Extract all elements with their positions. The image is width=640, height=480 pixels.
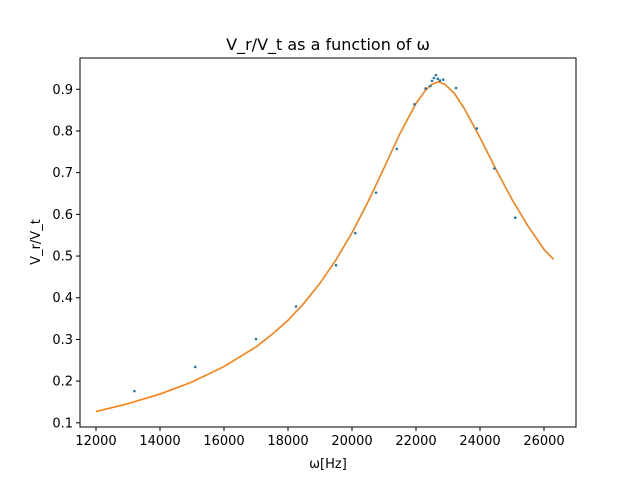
data-point <box>454 86 458 90</box>
x-tick-label: 16000 <box>203 434 244 449</box>
data-point <box>133 389 136 393</box>
axis-ticks: 12000 14000 16000 18000 20000 22000 24000 26000… <box>52 83 564 449</box>
data-point <box>254 337 258 341</box>
x-tick-label: 14000 <box>139 434 180 449</box>
data-point <box>429 84 432 88</box>
data-point <box>475 127 479 130</box>
y-tick-label: 0.5 <box>52 250 73 265</box>
data-point <box>413 102 416 106</box>
y-axis-label: V_r/V_t <box>29 219 44 265</box>
x-tick-label: 12000 <box>75 434 116 449</box>
data-point <box>395 147 399 151</box>
data-point <box>436 77 440 81</box>
data-point <box>334 263 338 267</box>
data-point <box>424 87 427 90</box>
data-point <box>513 216 517 219</box>
x-tick-label: 22000 <box>395 434 436 449</box>
y-tick-label: 0.3 <box>52 333 73 348</box>
x-tick-label: 18000 <box>267 434 308 449</box>
x-axis-label: ω[Hz] <box>309 457 347 472</box>
data-point <box>438 79 442 82</box>
fit-curve <box>95 80 555 413</box>
y-tick-label: 0.8 <box>52 124 73 139</box>
data-point <box>493 167 496 170</box>
data-point <box>432 76 436 80</box>
y-tick-label: 0.4 <box>52 291 73 306</box>
x-tick-label: 20000 <box>331 434 372 449</box>
axes-frame <box>79 57 577 428</box>
x-tick-label: 24000 <box>459 434 500 449</box>
y-tick-label: 0.9 <box>52 83 73 98</box>
data-point <box>294 305 298 308</box>
data-point <box>441 78 445 81</box>
data-point <box>434 73 438 77</box>
data-point <box>430 79 434 83</box>
chart-title: V_r/V_t as a function of ω <box>226 35 430 55</box>
x-tick-label: 26000 <box>523 434 564 449</box>
y-tick-label: 0.7 <box>52 166 73 181</box>
data-point <box>353 231 357 235</box>
y-tick-label: 0.2 <box>52 375 73 390</box>
y-tick-label: 0.1 <box>52 416 73 431</box>
data-point <box>193 365 197 369</box>
plot-area <box>95 73 555 413</box>
data-point <box>374 191 378 194</box>
y-tick-label: 0.6 <box>52 208 73 223</box>
